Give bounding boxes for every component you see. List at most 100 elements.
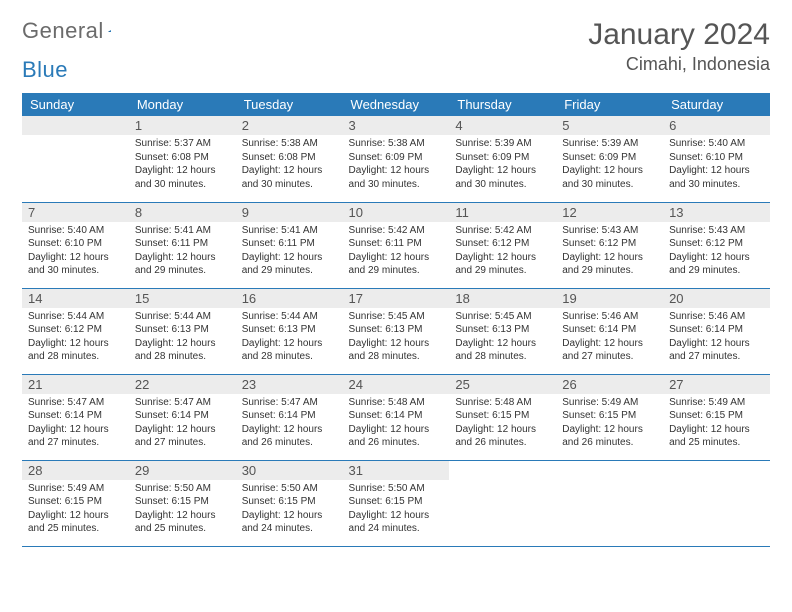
calendar-day-cell: 14Sunrise: 5:44 AMSunset: 6:12 PMDayligh… [22, 288, 129, 374]
logo-triangle-icon [108, 22, 112, 40]
day-number: 10 [343, 203, 450, 222]
calendar-day-cell: 15Sunrise: 5:44 AMSunset: 6:13 PMDayligh… [129, 288, 236, 374]
day-info: Sunrise: 5:47 AMSunset: 6:14 PMDaylight:… [28, 396, 123, 450]
day-number: 6 [663, 116, 770, 135]
calendar-day-cell: 17 Sunrise: 5:45 AMSunset: 6:13 PMDayligh… [343, 288, 450, 374]
day-number: 28 [22, 461, 129, 480]
calendar-day-cell: 1Sunrise: 5:37 AMSunset: 6:08 PMDaylight… [129, 116, 236, 202]
calendar-day-cell: 20Sunrise: 5:46 AMSunset: 6:14 PMDayligh… [663, 288, 770, 374]
day-info: Sunrise: 5:39 AMSunset: 6:09 PMDaylight:… [455, 137, 550, 191]
day-info: Sunrise: 5:46 AMSunset: 6:14 PMDaylight:… [562, 310, 657, 364]
calendar-day-cell: 7 Sunrise: 5:40 AMSunset: 6:10 PMDaylight… [22, 202, 129, 288]
logo-text-blue: Blue [22, 57, 68, 83]
weekday-header: Friday [556, 93, 663, 116]
calendar-empty-cell [556, 460, 663, 546]
location-label: Cimahi, Indonesia [588, 54, 770, 75]
calendar-week-row: 28 Sunrise: 5:49 AMSunset: 6:15 PMDayligh… [22, 460, 770, 546]
weekday-header: Thursday [449, 93, 556, 116]
day-info: Sunrise: 5:50 AMSunset: 6:15 PMDaylight:… [242, 482, 337, 536]
calendar-week-row: 21 Sunrise: 5:47 AMSunset: 6:14 PMDayligh… [22, 374, 770, 460]
page-title: January 2024 [588, 18, 770, 52]
day-info: Sunrise: 5:39 AMSunset: 6:09 PMDaylight:… [562, 137, 657, 191]
calendar-day-cell: 4 Sunrise: 5:39 AMSunset: 6:09 PMDaylight… [449, 116, 556, 202]
day-info: Sunrise: 5:38 AMSunset: 6:09 PMDaylight:… [349, 137, 444, 191]
calendar-day-cell: 27 Sunrise: 5:49 AMSunset: 6:15 PMDayligh… [663, 374, 770, 460]
day-number: 9 [236, 203, 343, 222]
day-info: Sunrise: 5:47 AMSunset: 6:14 PMDaylight:… [242, 396, 337, 450]
day-number: 27 [663, 375, 770, 394]
day-info: Sunrise: 5:42 AMSunset: 6:12 PMDaylight:… [455, 224, 550, 278]
day-number: 23 [236, 375, 343, 394]
day-number: 11 [449, 203, 556, 222]
day-number: 22 [129, 375, 236, 394]
day-info: Sunrise: 5:49 AMSunset: 6:15 PMDaylight:… [669, 396, 764, 450]
logo-text-general: General [22, 18, 104, 44]
day-number: 26 [556, 375, 663, 394]
empty-day-strip [22, 116, 129, 135]
day-info: Sunrise: 5:42 AMSunset: 6:11 PMDaylight:… [349, 224, 444, 278]
calendar-day-cell: 8 Sunrise: 5:41 AMSunset: 6:11 PMDaylight… [129, 202, 236, 288]
day-number: 2 [236, 116, 343, 135]
day-number: 4 [449, 116, 556, 135]
day-info: Sunrise: 5:48 AMSunset: 6:14 PMDaylight:… [349, 396, 444, 450]
calendar-day-cell: 26Sunrise: 5:49 AMSunset: 6:15 PMDayligh… [556, 374, 663, 460]
day-number: 3 [343, 116, 450, 135]
day-info: Sunrise: 5:50 AMSunset: 6:15 PMDaylight:… [135, 482, 230, 536]
calendar-day-cell: 9 Sunrise: 5:41 AMSunset: 6:11 PMDaylight… [236, 202, 343, 288]
calendar-day-cell: 30 Sunrise: 5:50 AMSunset: 6:15 PMDayligh… [236, 460, 343, 546]
day-info: Sunrise: 5:45 AMSunset: 6:13 PMDaylight:… [455, 310, 550, 364]
day-number: 1 [129, 116, 236, 135]
day-number: 30 [236, 461, 343, 480]
weekday-header: Saturday [663, 93, 770, 116]
calendar-day-cell: 2 Sunrise: 5:38 AMSunset: 6:08 PMDaylight… [236, 116, 343, 202]
calendar-body: 1Sunrise: 5:37 AMSunset: 6:08 PMDaylight… [22, 116, 770, 546]
day-number: 16 [236, 289, 343, 308]
weekday-header: Sunday [22, 93, 129, 116]
calendar-empty-cell [22, 116, 129, 202]
day-number: 13 [663, 203, 770, 222]
day-number: 24 [343, 375, 450, 394]
day-info: Sunrise: 5:40 AMSunset: 6:10 PMDaylight:… [28, 224, 123, 278]
day-number: 7 [22, 203, 129, 222]
day-info: Sunrise: 5:44 AMSunset: 6:13 PMDaylight:… [242, 310, 337, 364]
day-info: Sunrise: 5:41 AMSunset: 6:11 PMDaylight:… [242, 224, 337, 278]
calendar-day-cell: 6 Sunrise: 5:40 AMSunset: 6:10 PMDaylight… [663, 116, 770, 202]
calendar-table: SundayMondayTuesdayWednesdayThursdayFrid… [22, 93, 770, 547]
calendar-day-cell: 31 Sunrise: 5:50 AMSunset: 6:15 PMDayligh… [343, 460, 450, 546]
day-info: Sunrise: 5:38 AMSunset: 6:08 PMDaylight:… [242, 137, 337, 191]
day-number: 31 [343, 461, 450, 480]
day-info: Sunrise: 5:45 AMSunset: 6:13 PMDaylight:… [349, 310, 444, 364]
day-number: 5 [556, 116, 663, 135]
day-info: Sunrise: 5:50 AMSunset: 6:15 PMDaylight:… [349, 482, 444, 536]
day-info: Sunrise: 5:40 AMSunset: 6:10 PMDaylight:… [669, 137, 764, 191]
calendar-day-cell: 19 Sunrise: 5:46 AMSunset: 6:14 PMDayligh… [556, 288, 663, 374]
calendar-week-row: 7 Sunrise: 5:40 AMSunset: 6:10 PMDaylight… [22, 202, 770, 288]
day-number: 8 [129, 203, 236, 222]
day-number: 19 [556, 289, 663, 308]
calendar-day-cell: 12Sunrise: 5:43 AMSunset: 6:12 PMDayligh… [556, 202, 663, 288]
calendar-header-row: SundayMondayTuesdayWednesdayThursdayFrid… [22, 93, 770, 116]
day-info: Sunrise: 5:43 AMSunset: 6:12 PMDaylight:… [669, 224, 764, 278]
day-info: Sunrise: 5:44 AMSunset: 6:13 PMDaylight:… [135, 310, 230, 364]
day-info: Sunrise: 5:44 AMSunset: 6:12 PMDaylight:… [28, 310, 123, 364]
calendar-day-cell: 24 Sunrise: 5:48 AMSunset: 6:14 PMDayligh… [343, 374, 450, 460]
day-number: 20 [663, 289, 770, 308]
day-number: 18 [449, 289, 556, 308]
day-number: 17 [343, 289, 450, 308]
day-number: 21 [22, 375, 129, 394]
weekday-header: Wednesday [343, 93, 450, 116]
calendar-day-cell: 21 Sunrise: 5:47 AMSunset: 6:14 PMDayligh… [22, 374, 129, 460]
calendar-day-cell: 5 Sunrise: 5:39 AMSunset: 6:09 PMDaylight… [556, 116, 663, 202]
calendar-day-cell: 10 Sunrise: 5:42 AMSunset: 6:11 PMDayligh… [343, 202, 450, 288]
logo: General [22, 18, 132, 44]
calendar-empty-cell [663, 460, 770, 546]
calendar-day-cell: 11 Sunrise: 5:42 AMSunset: 6:12 PMDayligh… [449, 202, 556, 288]
calendar-week-row: 14Sunrise: 5:44 AMSunset: 6:12 PMDayligh… [22, 288, 770, 374]
weekday-header: Tuesday [236, 93, 343, 116]
day-info: Sunrise: 5:49 AMSunset: 6:15 PMDaylight:… [28, 482, 123, 536]
calendar-day-cell: 29 Sunrise: 5:50 AMSunset: 6:15 PMDayligh… [129, 460, 236, 546]
day-number: 29 [129, 461, 236, 480]
weekday-header: Monday [129, 93, 236, 116]
day-info: Sunrise: 5:41 AMSunset: 6:11 PMDaylight:… [135, 224, 230, 278]
day-number: 25 [449, 375, 556, 394]
